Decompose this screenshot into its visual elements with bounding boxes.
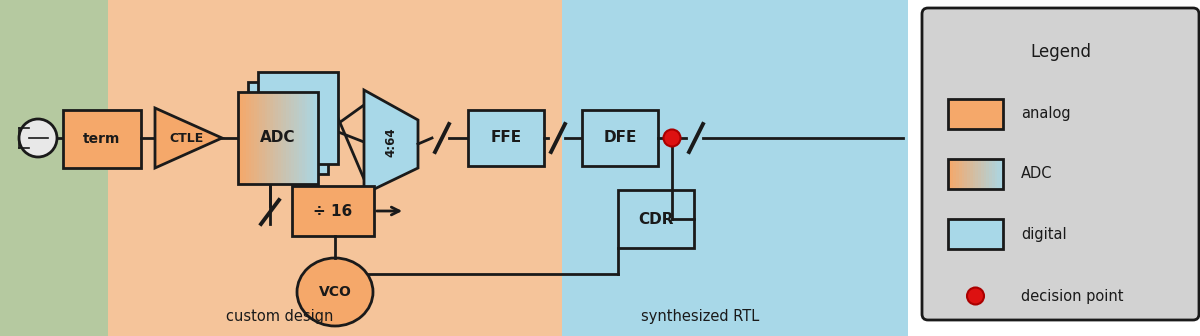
Bar [992,159,995,189]
Circle shape [664,129,680,146]
Text: VCO: VCO [318,285,352,299]
Bar [281,92,284,184]
Text: Legend: Legend [1030,43,1091,61]
Bar [299,92,302,184]
Bar [0,0,108,336]
Text: ADC: ADC [260,130,295,145]
FancyBboxPatch shape [582,110,658,166]
Bar [294,92,298,184]
FancyBboxPatch shape [948,99,1003,129]
Ellipse shape [298,258,373,326]
Text: synthesized RTL: synthesized RTL [641,309,760,324]
FancyBboxPatch shape [258,72,338,164]
Bar [305,92,308,184]
FancyBboxPatch shape [64,110,142,168]
Bar [257,92,260,184]
Circle shape [967,288,984,304]
Bar [108,0,562,336]
Bar [973,159,976,189]
Polygon shape [155,108,222,168]
Bar [265,92,268,184]
Text: CDR: CDR [638,211,673,226]
FancyBboxPatch shape [618,190,694,248]
Bar [241,92,244,184]
Bar [956,159,960,189]
Bar [268,92,270,184]
Bar [270,92,274,184]
Text: term: term [83,132,121,146]
FancyBboxPatch shape [292,186,374,236]
FancyBboxPatch shape [248,82,328,174]
Bar [262,92,265,184]
Bar [296,92,300,184]
Bar [976,159,979,189]
Bar [254,92,257,184]
Bar [248,92,252,184]
Bar [562,0,908,336]
Bar [289,92,292,184]
Bar [995,159,998,189]
Text: custom design: custom design [227,309,334,324]
Bar [313,92,316,184]
Bar [307,92,311,184]
Bar [278,92,281,184]
Text: FFE: FFE [491,130,522,145]
Text: digital: digital [1021,226,1067,242]
Bar [967,159,971,189]
Polygon shape [364,90,418,194]
FancyBboxPatch shape [922,8,1199,320]
Bar [989,159,992,189]
Bar [954,159,956,189]
Bar [986,159,990,189]
Bar [997,159,1001,189]
Bar [251,92,254,184]
Bar [978,159,982,189]
Text: DFE: DFE [604,130,637,145]
Bar [970,159,973,189]
Bar [302,92,305,184]
Bar [965,159,967,189]
Bar [246,92,250,184]
Bar [948,159,952,189]
Text: analog: analog [1021,107,1070,122]
Bar [292,92,294,184]
FancyBboxPatch shape [948,219,1003,249]
Text: 4:64: 4:64 [384,127,397,157]
Bar [238,92,241,184]
Bar [316,92,318,184]
Bar [1001,159,1003,189]
Bar [275,92,278,184]
Bar [310,92,313,184]
Bar [982,159,984,189]
Bar [272,92,276,184]
Bar [984,159,986,189]
Bar [244,92,246,184]
Bar [950,159,954,189]
Circle shape [19,119,58,157]
Bar [959,159,962,189]
Text: decision point: decision point [1021,289,1123,303]
Bar [259,92,263,184]
FancyBboxPatch shape [468,110,544,166]
Bar [961,159,965,189]
Text: ADC: ADC [1021,167,1052,181]
Bar [286,92,289,184]
Text: ÷ 16: ÷ 16 [313,204,353,218]
Bar [283,92,287,184]
Text: CTLE: CTLE [169,131,204,144]
